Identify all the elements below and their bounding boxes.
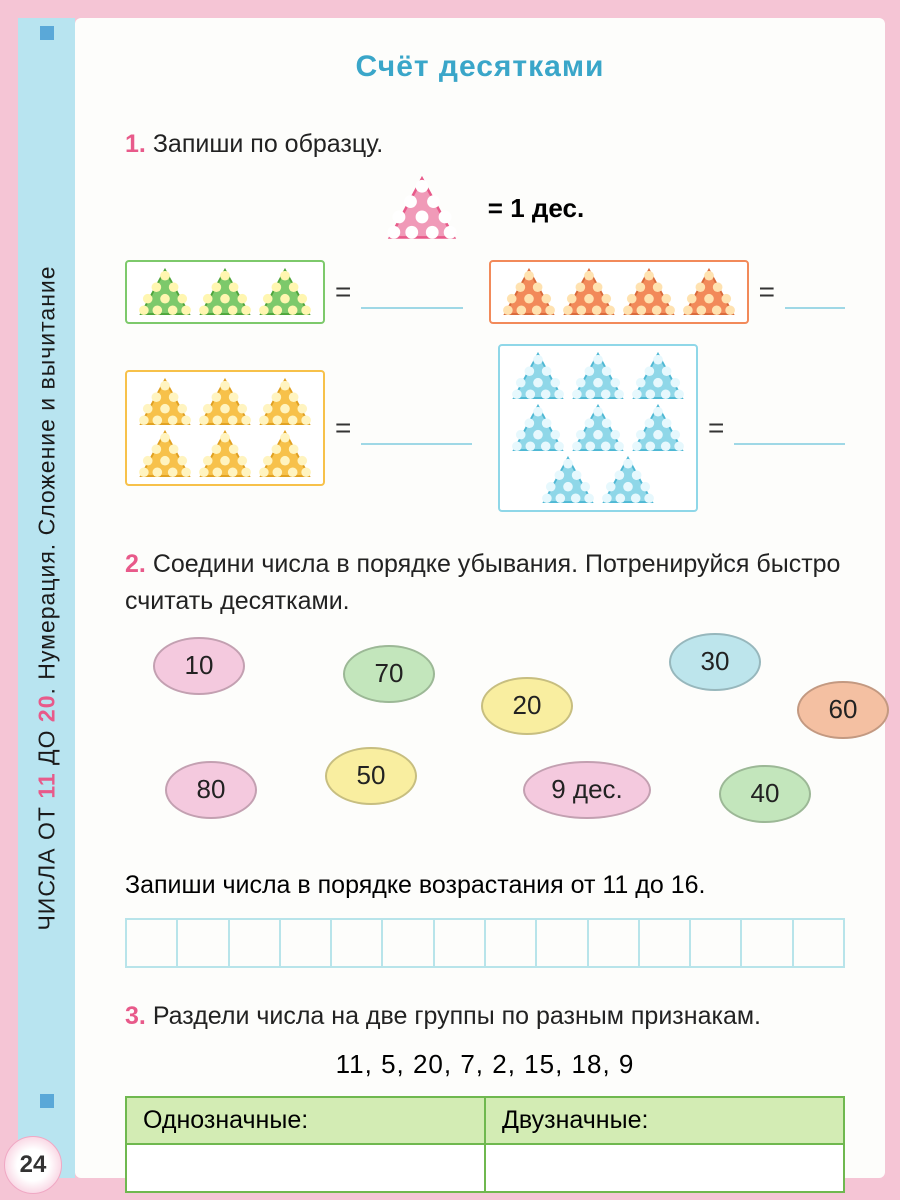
task-number: 2. (125, 550, 146, 578)
subtask-text: Запиши числа в порядке возрастания от 11… (125, 867, 845, 905)
triangle-icon (622, 268, 676, 316)
number-bubble[interactable]: 50 (325, 747, 417, 805)
triangle-box-cyan (498, 344, 698, 512)
number-bubble[interactable]: 80 (165, 761, 257, 819)
equals-sign: = (759, 276, 775, 308)
triangle-icon (198, 430, 252, 478)
grid-cell[interactable] (537, 920, 588, 966)
column-header-1: Однозначные: (126, 1097, 485, 1144)
decorative-square (40, 26, 54, 40)
triangle-icon (198, 378, 252, 426)
page-title: Счёт десятками (75, 18, 885, 84)
task-1: 1. Запиши по образцу. (125, 126, 845, 162)
task-number: 1. (125, 130, 146, 158)
triangle-icon (138, 268, 192, 316)
triangle-icon (511, 352, 565, 400)
triangle-icon (601, 456, 655, 504)
triangle-box-green (125, 260, 325, 324)
example-label: = 1 дес. (488, 193, 584, 224)
triangle-icon (258, 430, 312, 478)
grid-cell[interactable] (589, 920, 640, 966)
accent-num: 11 (33, 772, 59, 798)
equals-sign: = (335, 276, 351, 308)
number-bubble[interactable]: 30 (669, 633, 761, 691)
number-list: 11, 5, 20, 7, 2, 15, 18, 9 (125, 1049, 845, 1080)
triangle-icon (258, 378, 312, 426)
grid-cell[interactable] (383, 920, 434, 966)
triangle-icon (682, 268, 736, 316)
answer-blank[interactable] (734, 411, 845, 445)
triangle-icon (138, 378, 192, 426)
triangle-icon (198, 268, 252, 316)
grid-cell[interactable] (794, 920, 843, 966)
triangle-icon (571, 352, 625, 400)
triangle-icon (562, 268, 616, 316)
sidebar: ЧИСЛА ОТ 11 ДО 20. Нумерация. Сложение и… (18, 18, 75, 1178)
accent-num: 20 (33, 694, 59, 722)
grid-cell[interactable] (281, 920, 332, 966)
triangle-icon (571, 404, 625, 452)
classify-table: Однозначные: Двузначные: (125, 1096, 845, 1193)
grid-cell[interactable] (230, 920, 281, 966)
answer-cell-2[interactable] (485, 1144, 844, 1192)
answer-blank[interactable] (361, 275, 462, 309)
triangle-icon (502, 268, 556, 316)
triangle-box-yellow (125, 370, 325, 486)
grid-cell[interactable] (127, 920, 178, 966)
number-bubble[interactable]: 20 (481, 677, 573, 735)
task-text: Соедини числа в порядке убывания. Потрен… (125, 550, 840, 614)
task-3: 3. Раздели числа на две группы по разным… (125, 998, 845, 1034)
triangle-icon (258, 268, 312, 316)
triangle-icon (631, 404, 685, 452)
grid-cell[interactable] (332, 920, 383, 966)
triangle-icon (511, 404, 565, 452)
page-number: 24 (4, 1136, 62, 1194)
equals-sign: = (708, 412, 724, 444)
triangle-icon (541, 456, 595, 504)
triangle-pink (386, 176, 458, 240)
task-number: 3. (125, 1002, 146, 1030)
triangle-icon (631, 352, 685, 400)
answer-cell-1[interactable] (126, 1144, 485, 1192)
number-bubble[interactable]: 70 (343, 645, 435, 703)
answer-grid[interactable] (125, 918, 845, 968)
sidebar-title: ЧИСЛА ОТ 11 ДО 20. Нумерация. Сложение и… (33, 265, 60, 930)
example-row: = 1 дес. (125, 176, 845, 240)
triangle-box-orange (489, 260, 749, 324)
ex1-row-1: = = (125, 260, 845, 324)
task-text: Раздели числа на две группы по разным пр… (153, 1002, 761, 1030)
column-header-2: Двузначные: (485, 1097, 844, 1144)
number-bubble[interactable]: 60 (797, 681, 889, 739)
grid-cell[interactable] (435, 920, 486, 966)
number-bubble[interactable]: 10 (153, 637, 245, 695)
answer-blank[interactable] (785, 275, 845, 309)
task-text: Запиши по образцу. (153, 130, 383, 158)
grid-cell[interactable] (178, 920, 229, 966)
grid-cell[interactable] (640, 920, 691, 966)
page-body: Счёт десятками 1. Запиши по образцу. = 1… (75, 18, 885, 1178)
bubble-area: 107020306080509 дес.40 (125, 629, 845, 859)
ex1-row-2: = = (125, 344, 845, 512)
triangle-icon (138, 430, 192, 478)
number-bubble[interactable]: 40 (719, 765, 811, 823)
decorative-square (40, 1094, 54, 1108)
grid-cell[interactable] (742, 920, 793, 966)
grid-cell[interactable] (691, 920, 742, 966)
answer-blank[interactable] (361, 411, 472, 445)
number-bubble[interactable]: 9 дес. (523, 761, 651, 819)
task-2: 2. Соедини числа в порядке убывания. Пот… (125, 546, 845, 619)
grid-cell[interactable] (486, 920, 537, 966)
equals-sign: = (335, 412, 351, 444)
